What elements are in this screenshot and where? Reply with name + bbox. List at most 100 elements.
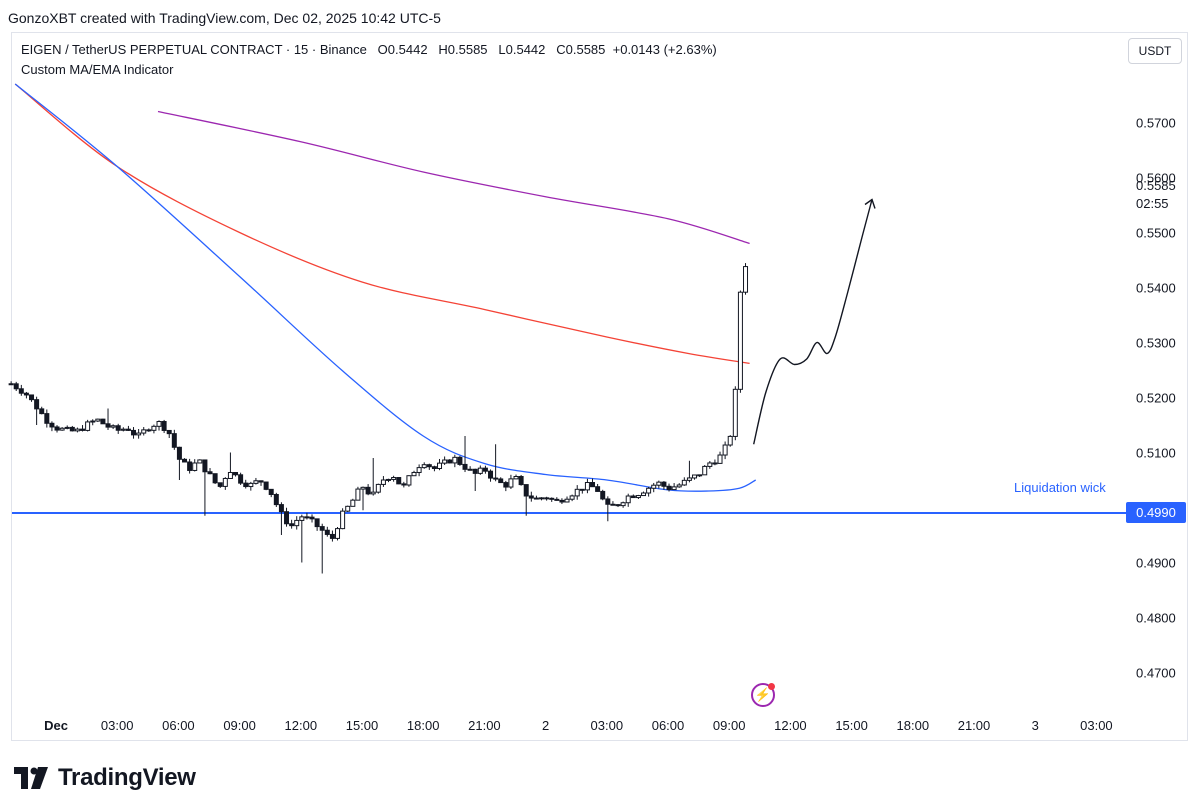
candle[interactable] [533,495,539,500]
candle[interactable] [294,516,300,530]
candle[interactable] [635,494,641,500]
candle[interactable] [523,484,529,516]
candle[interactable] [651,482,657,493]
candle[interactable] [442,456,448,465]
tradingview-brand[interactable]: TradingView [14,764,196,792]
candle[interactable] [176,446,182,480]
candle[interactable] [488,469,494,482]
candle[interactable] [304,512,310,520]
candle[interactable] [661,481,667,490]
candle[interactable] [743,263,749,295]
candle[interactable] [615,504,621,508]
candle[interactable] [156,420,162,431]
candle[interactable] [85,419,91,432]
candle[interactable] [212,473,218,485]
candle[interactable] [8,381,14,386]
candle[interactable] [18,384,24,396]
candle[interactable] [431,465,437,472]
candle[interactable] [13,381,19,392]
candle[interactable] [227,452,233,479]
candle[interactable] [324,526,330,537]
candle[interactable] [732,386,738,441]
candle[interactable] [299,514,305,563]
candle[interactable] [437,458,443,471]
candle[interactable] [707,461,713,469]
candle[interactable] [656,480,662,489]
candle[interactable] [401,481,407,488]
candle[interactable] [539,497,545,501]
candle[interactable] [105,408,111,430]
candle[interactable] [467,466,473,471]
candle[interactable] [187,458,193,474]
candle[interactable] [125,425,131,432]
candle[interactable] [569,494,575,502]
candle[interactable] [258,480,264,486]
candle[interactable] [100,418,106,425]
candle[interactable] [345,505,351,513]
candle[interactable] [482,465,488,474]
candle[interactable] [671,483,677,491]
candle[interactable] [80,425,86,432]
candle[interactable] [447,459,453,464]
candle[interactable] [69,425,75,432]
candle[interactable] [380,476,386,487]
candle[interactable] [23,391,29,399]
candle[interactable] [278,502,284,535]
indicator-legend[interactable]: Custom MA/EMA Indicator [21,62,174,77]
projection-path[interactable] [752,199,873,445]
candle[interactable] [110,424,116,430]
candle[interactable] [166,429,172,438]
candle[interactable] [559,498,565,505]
candle[interactable] [365,484,371,496]
candle[interactable] [217,482,223,488]
candle[interactable] [574,485,580,500]
candle[interactable] [528,491,534,502]
candle[interactable] [233,471,239,477]
symbol-legend[interactable]: EIGEN / TetherUS PERPETUAL CONTRACT · 15… [21,42,717,57]
candle[interactable] [161,419,167,434]
candle[interactable] [131,427,137,439]
candle[interactable] [391,475,397,482]
candle[interactable] [493,444,499,482]
candle[interactable] [564,496,570,503]
candle[interactable] [355,486,361,501]
candle[interactable] [207,468,213,475]
candle[interactable] [335,526,341,541]
candle[interactable] [554,497,560,501]
candle[interactable] [421,462,427,469]
candle[interactable] [712,459,718,466]
candle[interactable] [74,427,80,433]
candle[interactable] [253,477,259,485]
candle[interactable] [625,493,631,507]
candle[interactable] [579,488,585,494]
candle[interactable] [284,507,290,527]
candle[interactable] [289,519,295,529]
candle[interactable] [202,459,208,516]
candle[interactable] [646,486,652,497]
candle[interactable] [426,463,432,470]
ma-line-purple[interactable] [157,110,750,245]
candle[interactable] [34,396,40,425]
candle[interactable] [238,472,244,485]
currency-button[interactable]: USDT [1128,38,1182,64]
candle[interactable] [508,474,514,490]
candle[interactable] [386,478,392,483]
candle[interactable] [518,474,524,486]
candle[interactable] [64,425,70,430]
candle[interactable] [462,436,468,473]
candle[interactable] [630,494,636,499]
candle[interactable] [702,465,708,476]
ma-line-blue[interactable] [14,83,757,492]
candle[interactable] [411,470,417,477]
candle[interactable] [590,478,596,488]
candle[interactable] [192,459,198,472]
candle[interactable] [375,483,381,494]
candle[interactable] [620,501,626,508]
candle[interactable] [151,424,157,434]
candle[interactable] [136,428,142,439]
candle[interactable] [319,523,325,574]
candle[interactable] [396,477,402,485]
candle[interactable] [222,477,228,490]
candle[interactable] [171,429,177,450]
